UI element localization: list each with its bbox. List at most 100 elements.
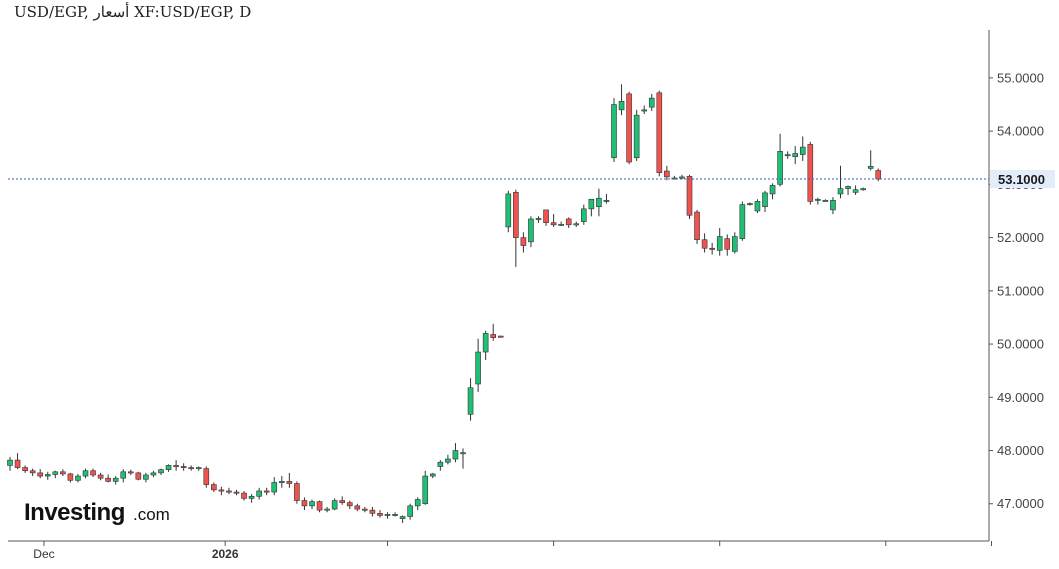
candle xyxy=(399,515,406,523)
candle-body xyxy=(294,483,300,501)
candle xyxy=(573,221,580,227)
candle xyxy=(626,91,632,165)
candle-body xyxy=(263,490,270,493)
candle-body xyxy=(588,198,595,210)
candle-body xyxy=(203,468,210,485)
candle-body xyxy=(173,465,179,467)
candle-body xyxy=(369,509,376,514)
svg-text:.com: .com xyxy=(133,505,170,524)
candle xyxy=(701,233,708,253)
candle xyxy=(543,209,549,226)
candle xyxy=(445,454,451,465)
candle xyxy=(875,168,882,182)
candle xyxy=(150,470,157,478)
y-ticks: 47.0000 48.0000 49.0000 50.0000 51.0000 52.00… xyxy=(989,70,1044,511)
candle-body xyxy=(648,97,655,108)
candle xyxy=(656,90,663,177)
candle xyxy=(739,201,746,241)
candle xyxy=(528,216,534,248)
candle-body xyxy=(618,101,625,111)
candle xyxy=(82,468,89,479)
y-tick-label: 47.0000 xyxy=(997,496,1044,511)
candle-body xyxy=(528,218,534,243)
candle xyxy=(475,338,481,392)
candle-body xyxy=(29,470,36,474)
candle-body xyxy=(505,193,512,228)
last-price-badge xyxy=(990,170,1055,189)
candle-body xyxy=(656,92,663,173)
candle-body xyxy=(490,334,497,338)
candle-body xyxy=(852,189,859,193)
candle xyxy=(747,202,753,206)
candle-body xyxy=(784,154,791,157)
candle xyxy=(588,198,595,217)
candle xyxy=(860,187,866,191)
candle xyxy=(377,510,383,518)
candle xyxy=(60,469,66,477)
candle xyxy=(822,199,829,202)
candle-body xyxy=(467,387,474,415)
candle xyxy=(664,165,670,181)
candle xyxy=(384,512,391,519)
candle xyxy=(852,185,859,196)
candle-body xyxy=(354,505,361,510)
candle xyxy=(173,460,179,471)
candle-body xyxy=(362,508,368,511)
candle xyxy=(67,472,74,483)
candle-body xyxy=(679,176,685,179)
candle xyxy=(762,190,768,213)
candle xyxy=(437,460,444,471)
candle-body xyxy=(165,465,172,470)
candle-body xyxy=(211,484,217,491)
candle xyxy=(686,174,693,219)
candle-body xyxy=(271,482,278,493)
candle xyxy=(535,216,542,223)
candle-body xyxy=(452,450,459,460)
candle-body xyxy=(331,500,338,510)
x-tick-label: Dec xyxy=(33,547,54,561)
candle xyxy=(120,469,127,483)
candle-body xyxy=(7,459,13,466)
candle xyxy=(105,474,111,483)
candle-body xyxy=(67,473,74,481)
candle xyxy=(769,183,776,200)
candle-body xyxy=(97,474,104,479)
candle xyxy=(52,470,59,479)
candle xyxy=(263,487,270,496)
candle-body xyxy=(316,501,323,511)
candle-body xyxy=(44,474,51,477)
candle-body xyxy=(392,514,398,516)
candle-body xyxy=(399,516,406,519)
candle-body xyxy=(429,473,436,477)
y-tick-label: 55.0000 xyxy=(997,70,1044,85)
candle xyxy=(482,330,489,361)
candle xyxy=(369,506,376,517)
y-tick-label: 48.0000 xyxy=(997,443,1044,458)
candle-body xyxy=(22,467,28,472)
candle-body xyxy=(286,481,293,484)
candle-body xyxy=(128,471,134,474)
candle-body xyxy=(845,186,851,189)
candle xyxy=(580,204,587,225)
candle-body xyxy=(241,492,247,499)
candle xyxy=(799,136,806,161)
candle-body xyxy=(641,109,648,112)
candle-body xyxy=(513,192,519,238)
candle xyxy=(414,497,421,511)
candle-body xyxy=(346,502,353,507)
candle-body xyxy=(445,458,451,463)
candle xyxy=(90,468,96,478)
candle xyxy=(203,466,210,488)
candle-body xyxy=(565,218,572,226)
candle-body xyxy=(837,188,844,195)
candle-body xyxy=(686,176,693,216)
candle-body xyxy=(143,474,149,480)
candle-body xyxy=(815,198,821,201)
candle xyxy=(324,506,330,513)
candle-body xyxy=(731,236,738,252)
candle-body xyxy=(75,475,81,481)
candle-body xyxy=(309,501,315,507)
candle-body xyxy=(37,472,44,477)
candle xyxy=(278,476,285,488)
